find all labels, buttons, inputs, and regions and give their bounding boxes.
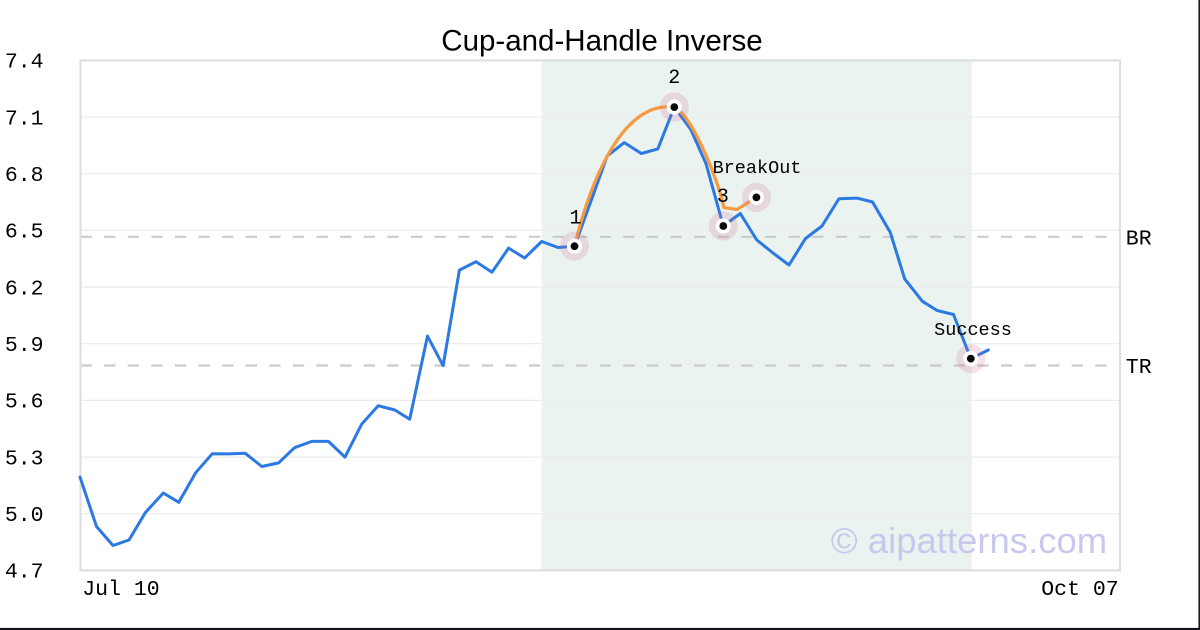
svg-text:7.1: 7.1 bbox=[5, 107, 44, 131]
svg-text:1: 1 bbox=[569, 208, 581, 231]
svg-text:BR: BR bbox=[1126, 228, 1152, 252]
svg-text:2: 2 bbox=[668, 67, 680, 90]
svg-text:5.3: 5.3 bbox=[5, 447, 44, 471]
svg-text:Jul 10: Jul 10 bbox=[82, 578, 159, 602]
svg-text:6.8: 6.8 bbox=[5, 164, 44, 188]
svg-text:7.4: 7.4 bbox=[5, 51, 44, 75]
svg-text:Oct 07: Oct 07 bbox=[1041, 578, 1118, 602]
svg-text:3: 3 bbox=[717, 186, 729, 209]
svg-text:© aipatterns.com: © aipatterns.com bbox=[831, 520, 1107, 561]
svg-text:6.5: 6.5 bbox=[5, 221, 44, 245]
svg-text:BreakOut: BreakOut bbox=[713, 158, 802, 179]
svg-text:5.0: 5.0 bbox=[5, 504, 44, 528]
svg-text:5.9: 5.9 bbox=[5, 334, 44, 358]
svg-text:4.7: 4.7 bbox=[5, 561, 44, 585]
svg-text:5.6: 5.6 bbox=[5, 391, 44, 415]
svg-text:Cup-and-Handle Inverse: Cup-and-Handle Inverse bbox=[441, 25, 762, 58]
svg-text:6.2: 6.2 bbox=[5, 277, 44, 301]
svg-text:TR: TR bbox=[1126, 356, 1152, 380]
svg-text:Success: Success bbox=[934, 320, 1012, 341]
